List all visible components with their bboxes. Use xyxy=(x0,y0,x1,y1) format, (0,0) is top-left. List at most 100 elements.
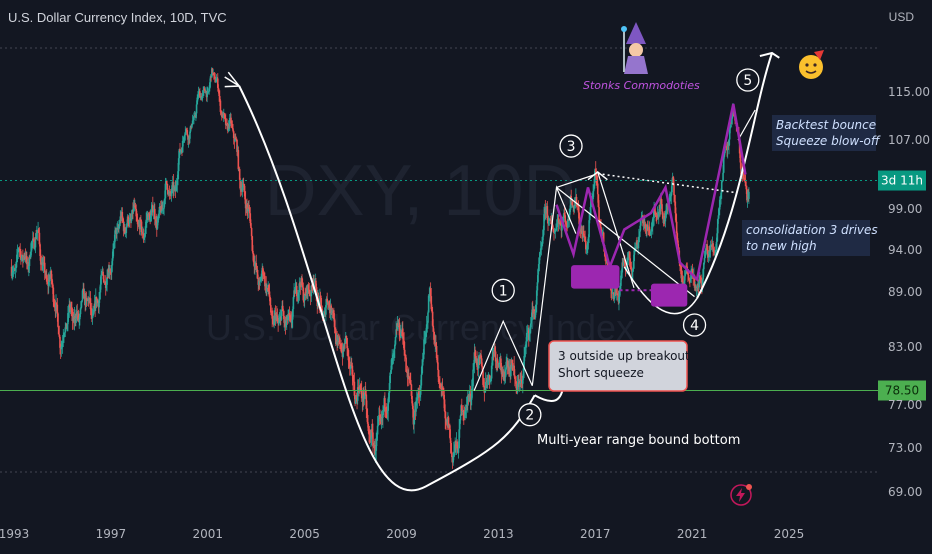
candle-body xyxy=(525,332,528,342)
candle-body xyxy=(731,115,734,119)
candle-body xyxy=(449,425,451,438)
candle-body xyxy=(670,192,673,197)
peak-arrow xyxy=(224,76,240,87)
candle-body xyxy=(326,298,329,302)
candle-body xyxy=(140,221,143,233)
wave-4-bowl xyxy=(623,266,698,315)
candle-body xyxy=(256,269,259,279)
currency-label: USD xyxy=(888,10,914,24)
candle-body xyxy=(207,91,210,93)
candle-body xyxy=(459,415,462,421)
candle-body xyxy=(697,284,699,288)
candle-body xyxy=(356,387,359,401)
candle-body xyxy=(535,290,538,305)
candle-body xyxy=(271,313,273,319)
candle-body xyxy=(310,285,313,297)
candle-body xyxy=(161,204,163,211)
candle-body xyxy=(510,359,513,369)
candle-body xyxy=(166,183,169,191)
candle-body xyxy=(91,315,94,319)
candle-body xyxy=(346,338,348,349)
candle-body xyxy=(610,286,612,291)
candle-body xyxy=(404,354,407,358)
candle-body xyxy=(272,318,274,321)
candle-body xyxy=(31,238,34,242)
candle-body xyxy=(165,180,168,184)
candle-body xyxy=(384,407,387,409)
candle-body xyxy=(292,297,295,310)
candle-body xyxy=(364,389,367,395)
candle-body xyxy=(403,349,406,355)
candle-body xyxy=(234,138,237,140)
x-tick-label: 1993 xyxy=(0,527,29,541)
candle-body xyxy=(480,358,483,367)
candle-body xyxy=(277,321,279,324)
candle-body xyxy=(130,218,133,221)
candle-body xyxy=(218,91,220,97)
candle-body xyxy=(270,305,272,313)
candle-body xyxy=(703,257,706,263)
candle-body xyxy=(516,383,519,393)
candle-body xyxy=(567,218,569,228)
candle-body xyxy=(743,178,746,180)
lightning-icon[interactable] xyxy=(730,484,752,506)
candle-body xyxy=(81,300,83,302)
candle-body xyxy=(201,93,204,97)
candle-body xyxy=(585,249,588,251)
candle-body xyxy=(157,213,160,217)
candle-body xyxy=(46,281,49,283)
candle-body xyxy=(360,388,362,391)
candle-body xyxy=(526,332,529,334)
candle-body xyxy=(372,446,375,448)
candle-body xyxy=(496,359,499,364)
candle-body xyxy=(57,326,60,335)
candle-body xyxy=(119,216,122,224)
candle-body xyxy=(237,150,240,170)
candle-body xyxy=(287,316,289,320)
candle-body xyxy=(214,76,216,83)
candle-body xyxy=(719,197,722,200)
candle-body xyxy=(148,213,151,217)
candle-body xyxy=(301,277,303,286)
candle-body xyxy=(124,233,127,234)
candle-body xyxy=(280,309,283,320)
candle-body xyxy=(451,452,453,458)
candle-body xyxy=(173,187,175,191)
chart-title: U.S. Dollar Currency Index, 10D, TVC xyxy=(8,10,227,25)
candle-body xyxy=(640,218,642,226)
candle-body xyxy=(269,297,271,306)
candle-body xyxy=(541,236,544,244)
candle-body xyxy=(262,267,264,275)
wave-circle xyxy=(736,68,760,92)
candle-body xyxy=(294,287,297,294)
candle-body xyxy=(661,211,664,219)
candle-body xyxy=(110,272,112,274)
candle-body xyxy=(415,401,417,412)
candle-body xyxy=(55,302,57,311)
candle-body xyxy=(244,199,247,209)
candle-body xyxy=(20,258,23,261)
candle-body xyxy=(63,332,66,335)
triangle-line-a xyxy=(597,171,635,288)
candle-body xyxy=(260,279,262,281)
candle-body xyxy=(156,222,159,229)
candle-body xyxy=(251,236,254,251)
candle-body xyxy=(466,395,469,406)
candle-body xyxy=(729,122,732,129)
candle-body xyxy=(89,298,92,310)
candle-body xyxy=(218,96,221,101)
candle-body xyxy=(159,206,161,209)
candle-body xyxy=(189,125,192,132)
candle-body xyxy=(425,324,428,331)
candle-body xyxy=(30,242,33,252)
candle-body xyxy=(211,68,214,73)
candle-body xyxy=(393,348,395,354)
countdown-label: 3d 11h xyxy=(881,174,923,188)
candle-body xyxy=(31,241,33,243)
candle-body xyxy=(69,304,71,308)
candle-body xyxy=(51,283,54,288)
candle-body xyxy=(537,269,539,283)
peak-arrow-head xyxy=(224,71,241,88)
